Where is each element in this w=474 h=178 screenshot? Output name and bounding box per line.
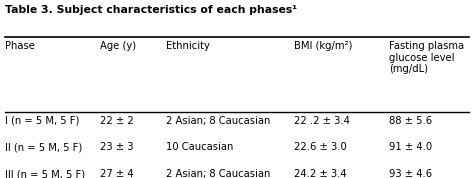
Text: 88 ± 5.6: 88 ± 5.6 [389,116,432,126]
Text: 22 .2 ± 3.4: 22 .2 ± 3.4 [294,116,350,126]
Text: Ethnicity: Ethnicity [166,41,210,51]
Text: Age (y): Age (y) [100,41,136,51]
Text: 2 Asian; 8 Caucasian: 2 Asian; 8 Caucasian [166,116,270,126]
Text: 22.6 ± 3.0: 22.6 ± 3.0 [294,142,346,152]
Text: II (n = 5 M, 5 F): II (n = 5 M, 5 F) [5,142,82,152]
Text: 2 Asian; 8 Caucasian: 2 Asian; 8 Caucasian [166,169,270,178]
Text: 91 ± 4.0: 91 ± 4.0 [389,142,432,152]
Text: 93 ± 4.6: 93 ± 4.6 [389,169,432,178]
Text: 27 ± 4: 27 ± 4 [100,169,133,178]
Text: III (n = 5 M, 5 F): III (n = 5 M, 5 F) [5,169,85,178]
Text: 22 ± 2: 22 ± 2 [100,116,133,126]
Text: 23 ± 3: 23 ± 3 [100,142,133,152]
Text: 10 Caucasian: 10 Caucasian [166,142,233,152]
Text: Fasting plasma
glucose level
(mg/dL): Fasting plasma glucose level (mg/dL) [389,41,464,74]
Text: Table 3. Subject characteristics of each phases¹: Table 3. Subject characteristics of each… [5,5,297,15]
Text: Phase: Phase [5,41,35,51]
Text: I (n = 5 M, 5 F): I (n = 5 M, 5 F) [5,116,79,126]
Text: BMI (kg/m²): BMI (kg/m²) [294,41,352,51]
Text: 24.2 ± 3.4: 24.2 ± 3.4 [294,169,346,178]
